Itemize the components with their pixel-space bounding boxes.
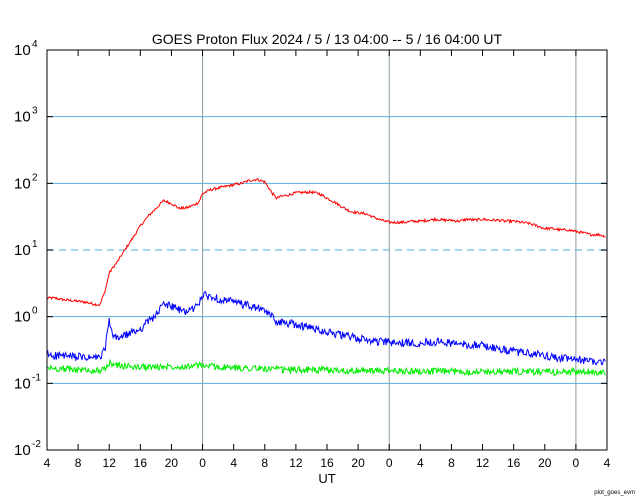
y-tick-exponent: 4: [32, 39, 38, 50]
series-line-1: [46, 177, 606, 307]
x-tick-label: 12: [476, 456, 490, 470]
x-tick-label: 0: [573, 456, 580, 470]
x-tick-label: 16: [320, 456, 334, 470]
x-tick-label: 0: [386, 456, 393, 470]
y-tick-label: 10: [14, 242, 31, 259]
x-tick-label: 4: [230, 456, 237, 470]
y-tick-exponent: 3: [32, 106, 38, 117]
x-tick-label: 8: [75, 456, 82, 470]
x-axis-label: UT: [318, 471, 335, 486]
y-tick-exponent: 2: [32, 172, 38, 183]
series-layer: [46, 177, 606, 377]
series-line-3: [46, 358, 606, 377]
chart-title: GOES Proton Flux 2024 / 5 / 13 04:00 -- …: [152, 31, 503, 47]
x-tick-label: 20: [538, 456, 552, 470]
y-tick-label: 10: [14, 109, 31, 126]
x-tick-label: 4: [417, 456, 424, 470]
series-line-2: [46, 291, 606, 366]
y-tick-label: 10: [14, 175, 31, 192]
x-tick-label: 8: [261, 456, 268, 470]
y-tick-label: 10: [14, 375, 31, 392]
x-tick-label: 20: [351, 456, 365, 470]
grid-layer: [47, 50, 607, 450]
y-tick-exponent: -1: [32, 372, 41, 383]
y-tick-exponent: 1: [32, 239, 38, 250]
x-tick-label: 16: [134, 456, 148, 470]
x-tick-label: 12: [103, 456, 117, 470]
y-tick-label: 10: [14, 442, 31, 459]
label-layer: 4 8 12 16 20 0 4 8 12 16 20 0 4 8 12 16 20 0 410-210-110 01…: [14, 39, 611, 470]
x-tick-label: 4: [44, 456, 51, 470]
x-tick-label: 8: [448, 456, 455, 470]
tick-layer: [46, 49, 608, 451]
y-tick-exponent: 0: [32, 306, 38, 317]
y-tick-exponent: -2: [32, 439, 41, 450]
x-tick-label: 16: [507, 456, 521, 470]
footer-tag: plot_goes_evm: [594, 490, 635, 496]
x-tick-label: 0: [199, 456, 206, 470]
x-tick-label: 4: [604, 456, 611, 470]
y-tick-label: 10: [14, 309, 31, 326]
x-tick-label: 12: [289, 456, 303, 470]
y-tick-label: 10: [14, 42, 31, 59]
x-tick-label: 20: [165, 456, 179, 470]
